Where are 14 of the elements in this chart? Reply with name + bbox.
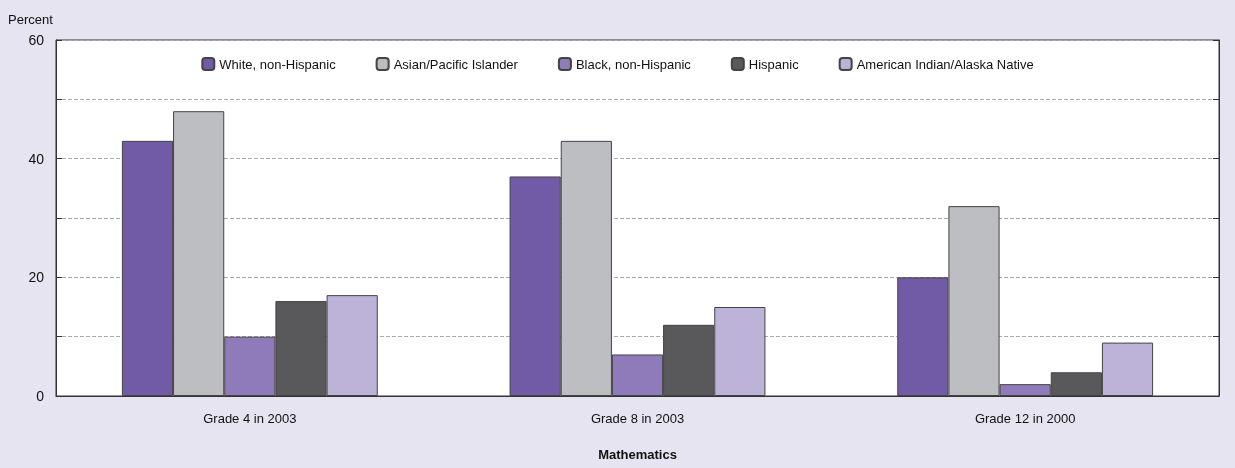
legend-label: White, non-Hispanic — [219, 56, 337, 72]
legend-label: American Indian/Alaska Native — [856, 56, 1034, 72]
x-tick-label: Grade 12 in 2000 — [974, 411, 1076, 426]
y-tick-label: 0 — [36, 388, 45, 404]
x-axis-title: Mathematics — [598, 447, 677, 462]
y-axis-title: Percent — [8, 12, 54, 27]
legend-label: Asian/Pacific Islander — [393, 56, 519, 72]
legend-label: Hispanic — [748, 56, 800, 72]
y-tick-label: 40 — [28, 150, 45, 167]
x-tick-label: Grade 4 in 2003 — [203, 411, 297, 426]
x-tick-label: Grade 8 in 2003 — [590, 411, 685, 426]
y-tick-label: 60 — [28, 32, 45, 48]
legend-label: Black, non-Hispanic — [575, 56, 692, 72]
y-tick-label: 20 — [28, 269, 45, 286]
